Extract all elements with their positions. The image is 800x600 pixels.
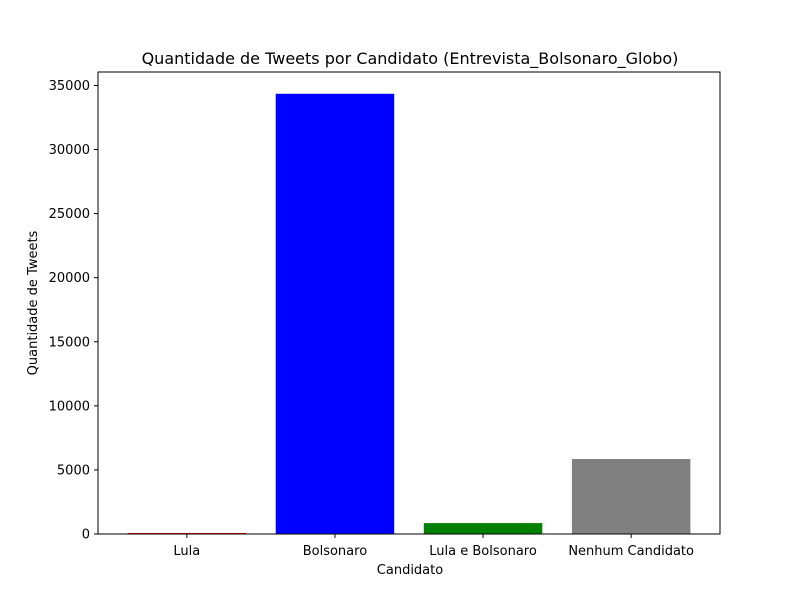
bar-lula	[127, 532, 247, 534]
y-tick-label: 30000	[49, 143, 90, 158]
y-tick-label: 25000	[49, 207, 90, 222]
y-axis: 0 5000 10000 15000 20000 25000 30000 35000	[49, 79, 98, 543]
x-tick-label: Lula e Bolsonaro	[429, 544, 537, 559]
y-axis-label: Quantidade de Tweets	[26, 230, 41, 375]
chart-title: Quantidade de Tweets por Candidato (Entr…	[142, 49, 679, 69]
bars-group	[127, 93, 691, 534]
x-tick-label: Bolsonaro	[303, 544, 367, 559]
x-axis-label: Candidato	[377, 563, 443, 578]
x-tick-label: Lula	[173, 544, 200, 559]
bar-bolsonaro	[275, 93, 395, 534]
plot-frame	[97, 71, 721, 535]
x-tick-label: Nenhum Candidato	[568, 544, 694, 559]
bar-nenhum-candidato	[571, 459, 691, 534]
y-tick-label: 5000	[57, 463, 90, 478]
y-tick-label: 35000	[49, 79, 90, 94]
y-tick-label: 15000	[49, 335, 90, 350]
y-tick-label: 10000	[49, 399, 90, 414]
bar-lula-e-bolsonaro	[423, 523, 543, 534]
y-tick-label: 20000	[49, 271, 90, 286]
y-tick-label: 0	[82, 528, 90, 543]
x-axis: Lula Bolsonaro Lula e Bolsonaro Nenhum Cand…	[173, 534, 694, 559]
